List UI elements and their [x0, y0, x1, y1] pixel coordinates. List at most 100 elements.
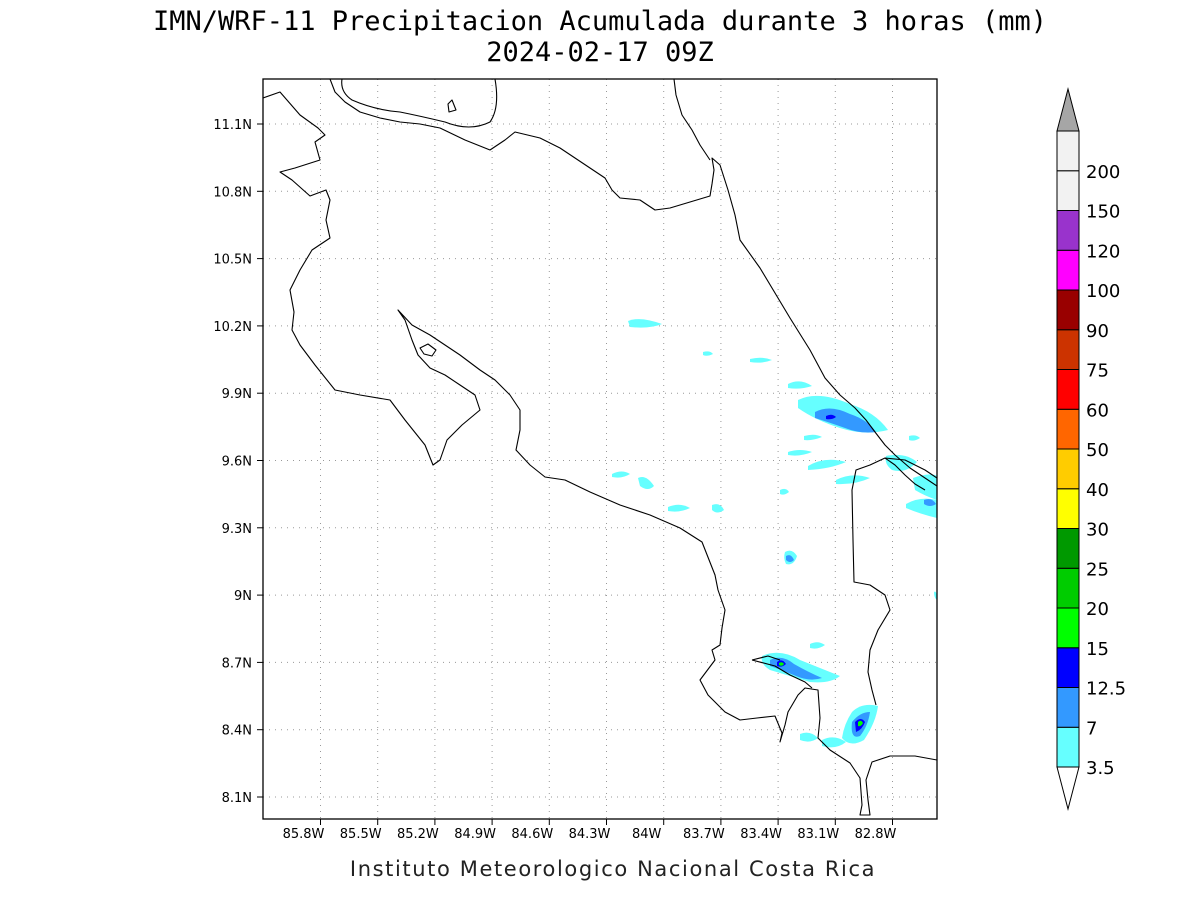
colorbar-label: 15 — [1086, 639, 1109, 660]
precip-area — [638, 477, 654, 489]
lon-tick-label: 85.8W — [283, 827, 325, 842]
lon-tick-label: 84.6W — [511, 827, 553, 842]
colorbar-swatch — [1056, 647, 1080, 688]
colorbar-label: 20 — [1086, 599, 1109, 620]
precip-area — [822, 737, 846, 748]
colorbar-label: 50 — [1086, 440, 1109, 461]
colorbar-swatch — [1056, 488, 1080, 529]
colorbar-swatch — [1056, 130, 1080, 172]
coastlines — [263, 79, 937, 816]
border — [673, 79, 711, 161]
lon-tick-label: 84W — [632, 827, 662, 842]
lon-tick-label: 84.9W — [454, 827, 496, 842]
precip-area — [804, 434, 822, 441]
coastline — [329, 79, 937, 487]
colorbar-label: 60 — [1086, 400, 1109, 421]
precip-area — [909, 435, 920, 441]
lon-tick-label: 82.8W — [855, 827, 897, 842]
map-frame — [262, 78, 938, 820]
lat-tick-label: 9.3N — [222, 522, 252, 537]
colorbar-swatch — [1056, 289, 1080, 331]
precip-area — [612, 471, 630, 478]
lat-tick-label: 11.1N — [213, 118, 252, 133]
colorbar-swatch — [1056, 726, 1080, 768]
precip-area — [913, 474, 937, 500]
colorbar-label: 40 — [1086, 480, 1109, 501]
map-title: IMN/WRF-11 Precipitacion Acumulada duran… — [153, 6, 1047, 37]
precip-area — [924, 499, 936, 506]
lon-tick-label: 84.3W — [569, 827, 611, 842]
lon-tick-label: 83.4W — [740, 827, 782, 842]
precip-area — [703, 351, 713, 356]
coastline — [751, 655, 781, 661]
colorbar-swatch — [1056, 329, 1080, 370]
colorbar-swatch — [1056, 567, 1080, 609]
precip-area — [800, 732, 818, 742]
graticule — [263, 79, 937, 819]
precip-area — [826, 414, 836, 420]
precipitation-field — [612, 319, 937, 748]
colorbar-label: 200 — [1086, 162, 1120, 183]
border — [851, 457, 937, 706]
colorbar-label: 30 — [1086, 520, 1109, 541]
latitude-labels: 11.1N 10.8N 10.5N 10.2N 9.9N 9.6N 9.3N 9N 8.7N 8.… — [213, 118, 263, 806]
colorbar-swatch — [1056, 687, 1080, 728]
lon-tick-label: 85.2W — [397, 827, 439, 842]
colorbar-swatch — [1056, 210, 1080, 251]
precip-area — [934, 591, 937, 600]
colorbar-label: 90 — [1086, 321, 1109, 342]
precip-area — [750, 357, 772, 363]
precip-area — [780, 488, 789, 495]
colorbar: 3.5 7 12.5 15 20 25 30 40 50 60 75 90 100 120 150 200 — [1056, 87, 1126, 811]
credit-text: Instituto Meteorologico Nacional Costa R… — [350, 857, 876, 881]
island — [419, 343, 437, 357]
colorbar-label: 25 — [1086, 559, 1109, 580]
lon-tick-label: 83.7W — [683, 827, 725, 842]
precip-area — [810, 642, 825, 649]
lon-tick-label: 83.1W — [797, 827, 839, 842]
precip-area — [788, 381, 812, 389]
lat-tick-label: 9.6N — [222, 455, 252, 470]
map-panel: 11.1N 10.8N 10.5N 10.2N 9.9N 9.6N 9.3N 9N 8.7N 8.… — [213, 78, 938, 842]
precip-area — [628, 319, 662, 328]
colorbar-label: 3.5 — [1086, 758, 1115, 779]
colorbar-swatch — [1056, 170, 1080, 211]
colorbar-over-arrow — [1056, 87, 1080, 132]
precip-area — [712, 504, 724, 513]
precip-area — [779, 662, 784, 666]
colorbar-swatch — [1056, 369, 1080, 410]
precip-area — [836, 475, 870, 485]
colorbar-label: 75 — [1086, 361, 1109, 382]
island — [447, 99, 457, 113]
lat-tick-label: 10.2N — [213, 320, 252, 335]
precip-area — [808, 459, 846, 470]
colorbar-label: 100 — [1086, 281, 1120, 302]
precip-area — [858, 720, 863, 727]
colorbar-swatch — [1056, 528, 1080, 569]
colorbar-swatch — [1056, 249, 1080, 291]
lon-tick-label: 85.5W — [340, 827, 382, 842]
colorbar-swatch — [1056, 408, 1080, 450]
colorbar-label: 7 — [1086, 718, 1097, 739]
colorbar-label: 12.5 — [1086, 679, 1126, 700]
lat-tick-label: 9.9N — [222, 387, 252, 402]
lat-tick-label: 10.8N — [213, 185, 252, 200]
precip-area — [786, 555, 794, 562]
map-subtitle: 2024-02-17 09Z — [486, 37, 714, 68]
colorbar-swatch — [1056, 607, 1080, 649]
coastline — [263, 91, 937, 816]
lat-tick-label: 8.7N — [222, 656, 252, 671]
coastline — [884, 457, 926, 491]
colorbar-under-arrow — [1056, 766, 1080, 811]
precip-area — [788, 450, 812, 456]
coastline — [341, 79, 498, 128]
colorbar-swatch — [1056, 448, 1080, 490]
precip-area — [668, 504, 690, 512]
lat-tick-label: 9N — [234, 589, 252, 604]
lat-tick-label: 8.4N — [222, 724, 252, 739]
lat-tick-label: 10.5N — [213, 253, 252, 268]
precip-area — [815, 408, 876, 433]
colorbar-label: 150 — [1086, 202, 1120, 223]
lat-tick-label: 8.1N — [222, 791, 252, 806]
